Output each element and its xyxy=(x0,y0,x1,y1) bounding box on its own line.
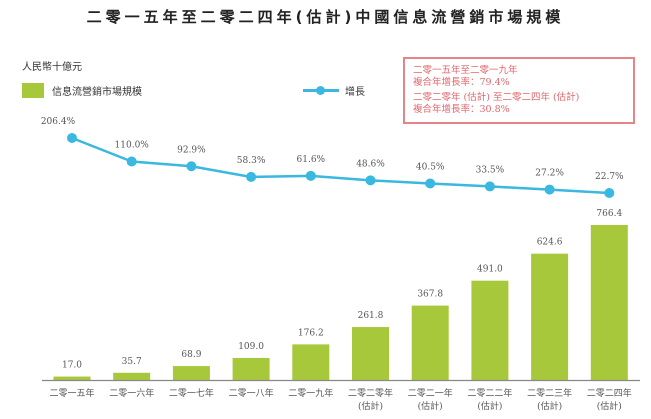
growth-value-label: 110.0% xyxy=(115,141,150,151)
growth-point xyxy=(126,156,137,167)
growth-point xyxy=(365,175,376,186)
growth-point xyxy=(246,171,257,182)
legend-bar-swatch xyxy=(22,83,44,98)
bar-value-label: 17.0 xyxy=(62,361,82,371)
growth-point xyxy=(67,133,77,143)
growth-value-label: 27.2% xyxy=(535,169,564,179)
bar-value-label: 491.0 xyxy=(477,265,503,275)
bar xyxy=(352,327,389,380)
bar xyxy=(113,372,151,380)
legend-bar-label: 信息流營銷市場規模 xyxy=(52,87,142,98)
bar xyxy=(471,280,509,380)
growth-value-label: 206.4% xyxy=(41,117,76,127)
growth-point xyxy=(186,161,197,172)
chart-title: 二零一五年至二零二四年(估計)中國信息流營銷市場規模 xyxy=(86,8,565,26)
growth-value-label: 58.3% xyxy=(237,156,266,166)
growth-point xyxy=(544,184,555,195)
bar-value-label: 261.8 xyxy=(358,311,384,321)
growth-value-label: 92.9% xyxy=(177,145,206,155)
bar-value-label: 766.4 xyxy=(596,209,622,219)
growth-value-label: 61.6% xyxy=(297,155,326,165)
x-tick-label: 二零一八年 xyxy=(229,387,274,399)
bar-value-label: 109.0 xyxy=(238,342,264,352)
x-tick-sublabel: (估計) xyxy=(537,400,562,412)
x-tick-sublabel: (估計) xyxy=(597,400,622,412)
x-tick-sublabel: (估計) xyxy=(418,400,443,412)
bar-value-label: 624.6 xyxy=(537,238,563,248)
legend-line-entry: 增長 xyxy=(303,83,365,98)
cagr-annotation-box: 二零一五年至二零一九年 複合年增長率：79.4% 二零二零年 (估計) 至二零二… xyxy=(403,57,635,124)
legend-line-marker-icon xyxy=(303,83,339,98)
growth-value-label: 40.5% xyxy=(416,162,445,172)
legend-line-label: 增長 xyxy=(345,87,365,98)
growth-value-label: 22.7% xyxy=(595,172,624,182)
cagr-rate-1: 複合年增長率：79.4% xyxy=(413,77,510,88)
x-tick-sublabel: (估計) xyxy=(358,400,383,412)
growth-line xyxy=(71,136,610,195)
x-tick-label: 二零二四年 xyxy=(587,387,632,399)
x-tick-label: 二零二一年 xyxy=(408,387,453,399)
legend-bar-entry: 信息流營銷市場規模 xyxy=(22,83,142,98)
x-tick-label: 二零二零年 xyxy=(348,387,393,399)
cagr-period-2: 二零二零年 (估計) 至二零二四年 (估計) xyxy=(413,92,580,103)
bar xyxy=(172,366,210,380)
growth-value-label: 48.6% xyxy=(356,159,385,169)
growth-value-label: 33.5% xyxy=(476,165,505,175)
x-tick-label: 二零二三年 xyxy=(527,387,572,399)
cagr-period-1: 二零一五年至二零一九年 xyxy=(413,65,518,76)
growth-point xyxy=(305,170,316,181)
cagr-rate-2: 複合年增長率：30.8% xyxy=(413,104,510,115)
bar-value-label: 35.7 xyxy=(122,357,142,367)
bar xyxy=(53,376,91,380)
bar xyxy=(590,225,628,380)
x-tick-label: 二零一五年 xyxy=(49,387,94,399)
bar xyxy=(411,305,449,380)
x-tick-label: 二零二二年 xyxy=(467,387,512,399)
x-tick-label: 二零一七年 xyxy=(169,387,214,399)
growth-point xyxy=(484,181,495,192)
bar-value-label: 367.8 xyxy=(417,290,443,300)
unit-label: 人民幣十億元 xyxy=(22,62,82,73)
x-tick-label: 二零一六年 xyxy=(109,387,154,399)
bar xyxy=(531,253,569,380)
bar-value-label: 176.2 xyxy=(298,328,324,338)
bar-value-label: 68.9 xyxy=(181,350,201,360)
growth-point xyxy=(425,178,436,189)
x-tick-label: 二零一九年 xyxy=(288,387,333,399)
bar xyxy=(232,357,270,380)
growth-point xyxy=(604,188,615,198)
x-tick-sublabel: (估計) xyxy=(477,400,502,412)
bar xyxy=(292,344,330,380)
